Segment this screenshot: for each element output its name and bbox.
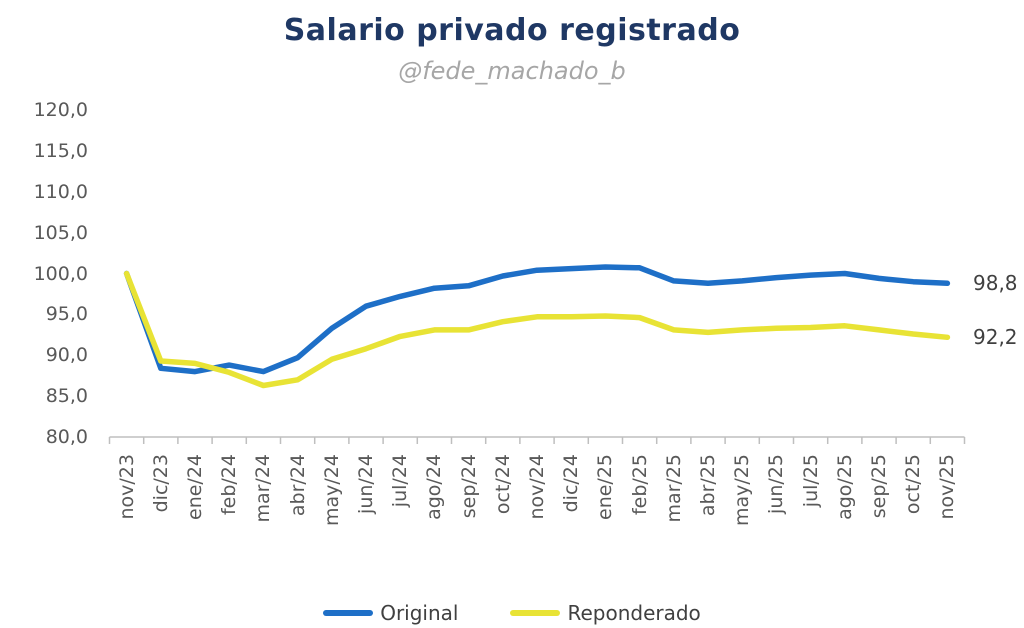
x-axis-tick-label: sep/25 [868,454,890,519]
x-axis-tick-label: nov/25 [936,454,959,520]
x-axis-tick-label: ene/24 [184,454,206,520]
y-axis-tick-label: 115,0 [33,139,88,162]
series-line-original [123,264,951,375]
y-axis-tick-label: 105,0 [33,221,88,244]
x-axis-tick-label: dic/23 [149,454,172,513]
x-axis-tick-label: feb/25 [628,454,651,516]
legend: Original Reponderado [0,601,1024,625]
x-axis-tick-label: jul/25 [799,454,822,508]
y-axis-tick-label: 100,0 [33,262,88,285]
x-axis-tick-label: jun/25 [765,454,788,514]
x-axis-tick-label: ene/25 [594,454,617,520]
x-axis-tick-label: abr/24 [286,454,309,517]
x-axis-tick-label: may/25 [731,454,754,526]
x-axis-tick-label: sep/24 [457,454,480,519]
x-axis-tick-label: mar/24 [252,454,275,523]
chart-title: Salario privado registrado [283,13,741,48]
y-axis-tick-label: 80,0 [45,426,88,448]
x-axis-tick-label: may/24 [320,454,343,526]
chart-subtitle: @fede_machado_b [398,57,626,85]
x-axis-tick-label: feb/24 [218,454,241,516]
x-axis-tick-label: jun/24 [355,454,377,514]
series-line-reponderado [123,270,951,389]
legend-label: Reponderado [567,601,701,625]
end-label-original: 98,8 [973,271,1018,296]
x-axis-tick-label: ago/25 [833,454,856,520]
x-axis-tick-label: abr/25 [697,454,719,517]
y-axis-tick-label: 120,0 [33,99,88,121]
x-axis-tick-label: nov/24 [526,454,548,520]
legend-item-reponderado: Reponderado [510,601,701,625]
y-axis-tick-label: 90,0 [45,344,88,367]
x-axis-tick-label: ago/24 [423,454,446,520]
y-axis-tick-label: 95,0 [45,303,88,326]
y-axis-tick-label: 85,0 [45,385,88,408]
x-axis-tick-label: mar/25 [662,454,685,523]
y-axis-tick-label: 110,0 [33,180,88,203]
x-axis-tick-label: oct/24 [491,454,514,515]
legend-label: Original [380,601,459,625]
x-axis-tick-label: jul/24 [389,454,412,508]
x-axis-tick-label: dic/24 [560,454,583,513]
legend-item-original: Original [323,601,458,625]
legend-swatch-reponderado [510,610,561,616]
x-axis-tick-label: nov/23 [115,454,138,520]
x-axis-tick-label: oct/25 [902,454,925,515]
end-label-reponderado: 92,2 [973,325,1018,350]
legend-swatch-original [323,610,374,616]
